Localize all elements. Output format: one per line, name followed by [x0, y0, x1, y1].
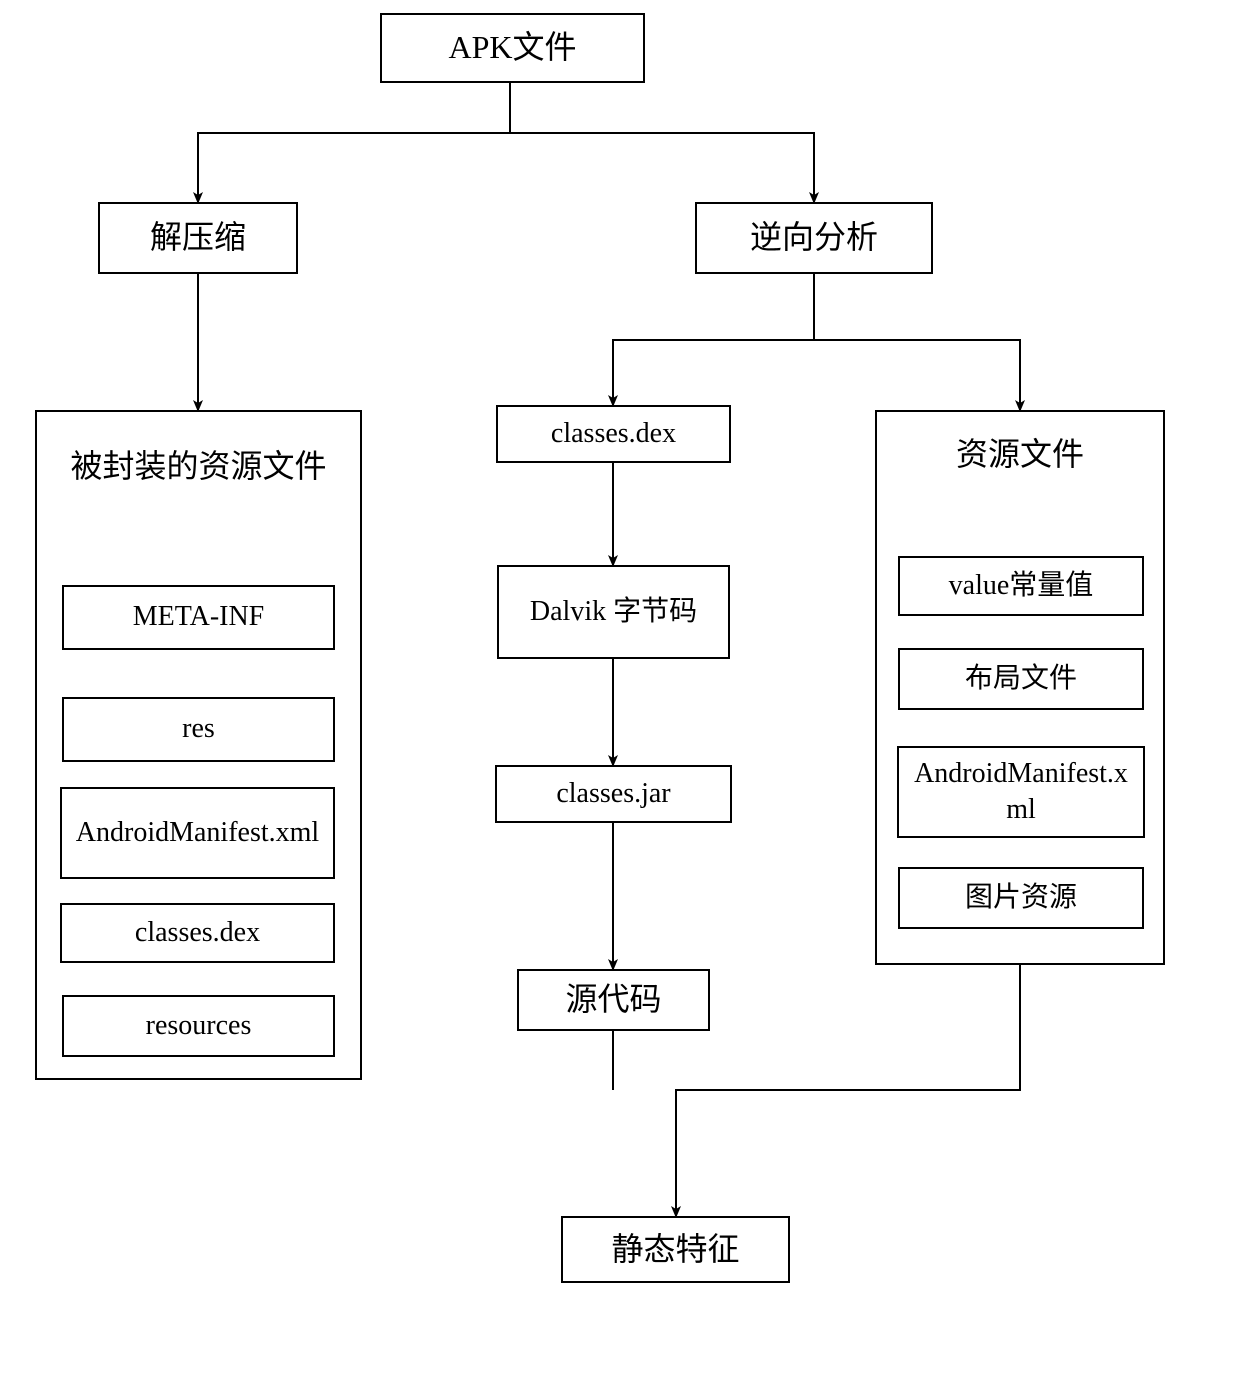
flowchart-edge	[510, 83, 814, 202]
node-label: 静态特征	[611, 1229, 739, 1271]
node-label: 逆向分析	[750, 217, 878, 259]
node-label: classes.dex	[551, 416, 676, 452]
flowchart-edge	[814, 274, 1020, 410]
flowchart-node-apk: APK文件	[380, 13, 645, 83]
flowchart-node-classesjar: classes.jar	[495, 765, 732, 823]
node-label: resources	[146, 1008, 252, 1044]
node-label: 源代码	[565, 979, 661, 1021]
node-label: Dalvik 字节码	[530, 594, 697, 630]
flowchart-node-classesdex1: classes.dex	[496, 405, 731, 463]
flowchart-node-dalvik: Dalvik 字节码	[497, 565, 730, 659]
node-label: 图片资源	[965, 880, 1077, 916]
flowchart-node-manifest1: AndroidManifest.xml	[60, 787, 335, 879]
node-label: classes.dex	[135, 915, 260, 951]
node-label: 解压缩	[150, 217, 246, 259]
node-label: APK文件	[448, 27, 576, 69]
node-label: 布局文件	[965, 661, 1077, 697]
group-title: 资源文件	[877, 434, 1163, 476]
node-label: res	[182, 711, 215, 747]
flowchart-node-decompress: 解压缩	[98, 202, 298, 274]
flowchart-edge	[198, 83, 510, 202]
node-label: value常量值	[949, 568, 1094, 604]
flowchart-node-layout: 布局文件	[898, 648, 1144, 710]
flowchart-node-images: 图片资源	[898, 867, 1144, 929]
flowchart-node-reverse: 逆向分析	[695, 202, 933, 274]
flowchart-node-metainf: META-INF	[62, 585, 335, 650]
node-label: classes.jar	[556, 776, 670, 812]
flowchart-node-res: res	[62, 697, 335, 762]
flowchart-node-manifest2: AndroidManifest.xml	[897, 746, 1145, 838]
node-label: AndroidManifest.xml	[76, 815, 319, 851]
flowchart-node-classesdex2: classes.dex	[60, 903, 335, 963]
flowchart-edge	[676, 965, 1020, 1216]
node-label: AndroidManifest.xml	[909, 756, 1133, 829]
flowchart-node-source: 源代码	[517, 969, 710, 1031]
flowchart-node-value: value常量值	[898, 556, 1144, 616]
flowchart-edge	[613, 274, 814, 405]
flowchart-node-static: 静态特征	[561, 1216, 790, 1283]
node-label: META-INF	[133, 599, 265, 635]
flowchart-node-resources: resources	[62, 995, 335, 1057]
group-title: 被封装的资源文件	[37, 446, 360, 488]
